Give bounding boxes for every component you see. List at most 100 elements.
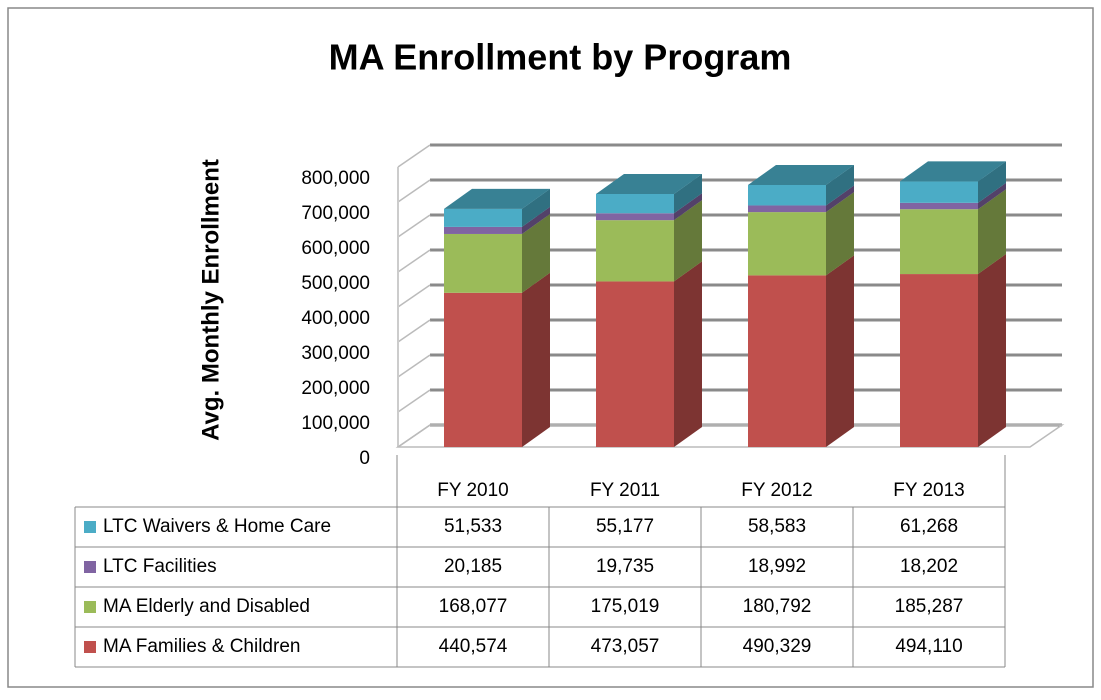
side-grid-line bbox=[397, 144, 431, 168]
bar-side-shade bbox=[826, 255, 854, 447]
bar-side bbox=[826, 255, 854, 447]
bar-segment bbox=[900, 274, 978, 447]
bar-side bbox=[978, 254, 1006, 447]
bar-top bbox=[748, 164, 854, 185]
x-tick-label: FY 2013 bbox=[893, 480, 964, 501]
table-value: 440,574 bbox=[439, 636, 508, 657]
bar-side-shade bbox=[522, 188, 550, 227]
bar-side-shade bbox=[522, 272, 550, 447]
bar-segment bbox=[444, 233, 522, 293]
y-tick-label: 200,000 bbox=[301, 378, 370, 399]
bar-segment bbox=[444, 292, 522, 447]
side-grid-line bbox=[397, 319, 431, 343]
table-value: 185,287 bbox=[895, 596, 964, 617]
x-tick-label: FY 2010 bbox=[437, 480, 508, 501]
bar-segment bbox=[900, 209, 978, 275]
bar-side bbox=[522, 206, 550, 234]
y-tick-label: 300,000 bbox=[301, 343, 370, 364]
bar-segment bbox=[748, 205, 826, 213]
bar-side bbox=[826, 164, 854, 206]
bar-side-shade bbox=[978, 189, 1006, 275]
table-value: 55,177 bbox=[596, 516, 654, 537]
bar-side-shade bbox=[674, 193, 702, 221]
side-grid-line bbox=[397, 179, 431, 203]
bar-top bbox=[444, 188, 550, 209]
bar-side-shade bbox=[522, 213, 550, 293]
bar-side-shade bbox=[674, 200, 702, 282]
x-tick-label: FY 2012 bbox=[741, 480, 812, 501]
bar-segment bbox=[596, 213, 674, 221]
bar-side-shade bbox=[978, 254, 1006, 447]
bar-top-shade bbox=[900, 161, 1006, 182]
bar-side bbox=[522, 213, 550, 293]
legend-key bbox=[84, 641, 96, 653]
bar-top bbox=[900, 161, 1006, 182]
table-value: 18,992 bbox=[748, 556, 806, 577]
bar-segment bbox=[444, 208, 522, 227]
table-value: 168,077 bbox=[439, 596, 508, 617]
bar-segment bbox=[748, 275, 826, 447]
y-tick-label: 700,000 bbox=[301, 203, 370, 224]
bar-top-shade bbox=[748, 164, 854, 185]
bar-segment bbox=[748, 212, 826, 276]
bar-top-shade bbox=[596, 173, 702, 194]
bar-side-shade bbox=[522, 206, 550, 234]
y-tick-label: 600,000 bbox=[301, 238, 370, 259]
bar-side-shade bbox=[826, 164, 854, 206]
bar-side-shade bbox=[826, 192, 854, 276]
legend-label: MA Families & Children bbox=[103, 636, 300, 657]
x-tick-label: FY 2011 bbox=[590, 480, 660, 501]
bar-segment bbox=[900, 202, 978, 210]
bar-side bbox=[978, 161, 1006, 203]
bar-segment bbox=[748, 184, 826, 206]
bar-segment bbox=[596, 281, 674, 447]
bar-side bbox=[674, 261, 702, 447]
table-value: 494,110 bbox=[895, 636, 962, 657]
bar-top-shade bbox=[444, 188, 550, 209]
table-value: 18,202 bbox=[900, 556, 958, 577]
legend-key bbox=[84, 601, 96, 613]
legend-key bbox=[84, 521, 96, 533]
y-tick-label: 400,000 bbox=[301, 308, 370, 329]
table-value: 20,185 bbox=[444, 556, 502, 577]
bar-segment bbox=[596, 193, 674, 214]
side-grid-line bbox=[397, 354, 431, 378]
table-value: 175,019 bbox=[591, 596, 660, 617]
bar-side bbox=[522, 188, 550, 227]
side-grid-line bbox=[397, 249, 431, 273]
bar-side bbox=[978, 189, 1006, 275]
bar-side bbox=[826, 192, 854, 276]
table-value: 473,057 bbox=[591, 636, 660, 657]
y-tick-label: 100,000 bbox=[301, 413, 370, 434]
y-tick-label: 0 bbox=[359, 448, 370, 469]
bar-segment bbox=[596, 220, 674, 282]
y-axis-label: Avg. Monthly Enrollment bbox=[197, 159, 224, 441]
bar-side-shade bbox=[826, 185, 854, 213]
table-value: 180,792 bbox=[743, 596, 812, 617]
side-grid-line bbox=[397, 284, 431, 308]
bar-side-shade bbox=[978, 182, 1006, 210]
legend-key bbox=[84, 561, 96, 573]
bar-side bbox=[978, 182, 1006, 210]
legend-label: MA Elderly and Disabled bbox=[103, 596, 310, 617]
table-value: 51,533 bbox=[444, 516, 502, 537]
y-tick-label: 800,000 bbox=[301, 168, 370, 189]
legend-label: LTC Facilities bbox=[103, 556, 217, 577]
bar-top bbox=[596, 173, 702, 194]
bar-side bbox=[674, 173, 702, 214]
table-value: 61,268 bbox=[900, 516, 958, 537]
bar-side-shade bbox=[674, 261, 702, 447]
side-grid-line bbox=[397, 214, 431, 238]
bar-side bbox=[522, 272, 550, 447]
chart-title: MA Enrollment by Program bbox=[329, 37, 792, 78]
table-value: 58,583 bbox=[748, 516, 806, 537]
bar-segment bbox=[444, 226, 522, 234]
table-value: 19,735 bbox=[596, 556, 654, 577]
y-tick-label: 500,000 bbox=[301, 273, 370, 294]
bar-side bbox=[826, 185, 854, 213]
bar-segment bbox=[900, 181, 978, 203]
bar-side bbox=[674, 193, 702, 221]
bar-side-shade bbox=[674, 173, 702, 214]
side-grid-line bbox=[397, 389, 431, 413]
